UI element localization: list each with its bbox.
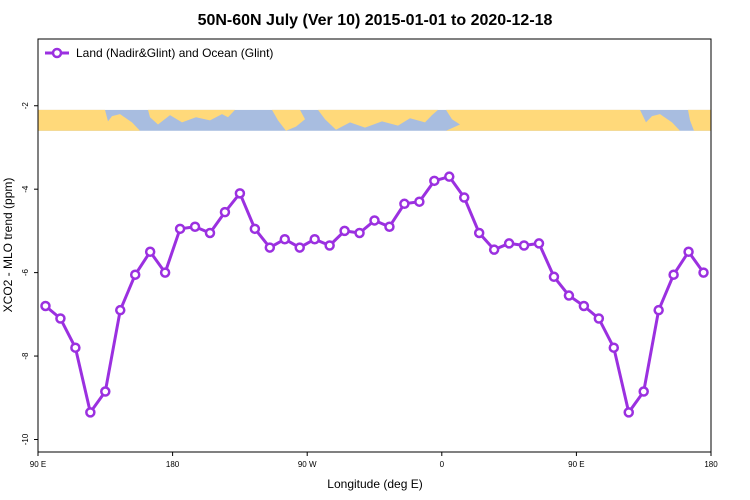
data-point xyxy=(294,242,305,253)
legend-label: Land (Nadir&Glint) and Ocean (Glint) xyxy=(76,46,273,60)
data-point xyxy=(354,227,365,239)
data-point xyxy=(100,386,111,397)
data-point xyxy=(115,304,126,316)
data-point xyxy=(279,233,291,245)
y-tick-label: -10 xyxy=(21,433,30,445)
data-point xyxy=(219,206,231,218)
x-axis-label: Longitude (deg E) xyxy=(327,477,422,491)
legend: Land (Nadir&Glint) and Ocean (Glint) xyxy=(45,46,273,60)
data-point xyxy=(204,227,216,239)
data-point xyxy=(384,221,395,232)
data-point xyxy=(578,300,590,312)
x-tick-label: 0 xyxy=(440,460,445,469)
y-axis: -10 -8 -6 -4 -2 xyxy=(21,102,38,445)
land-mass-5 xyxy=(688,109,711,131)
data-point xyxy=(369,215,380,226)
land-mass-1 xyxy=(148,109,235,125)
series-layer xyxy=(40,171,709,418)
x-tick-label: 90 E xyxy=(568,460,584,469)
data-point xyxy=(623,407,634,418)
data-point xyxy=(40,300,51,312)
x-tick-label: 90 W xyxy=(298,460,317,469)
data-point xyxy=(85,407,96,418)
data-point xyxy=(638,386,649,397)
data-point xyxy=(399,198,410,210)
data-point xyxy=(683,246,694,258)
data-point xyxy=(249,223,261,235)
x-tick-label: 90 E xyxy=(30,460,46,469)
data-point xyxy=(339,225,350,237)
y-tick-label: -6 xyxy=(21,269,30,277)
y-tick-label: -8 xyxy=(21,352,30,360)
data-point xyxy=(518,240,530,251)
data-point xyxy=(129,269,141,280)
data-point xyxy=(653,304,664,316)
data-point xyxy=(234,188,246,199)
map-land-masses xyxy=(38,109,711,131)
y-tick-label: -4 xyxy=(21,185,30,193)
land-mass-2 xyxy=(272,109,305,131)
legend-marker-swatch xyxy=(51,47,63,59)
data-point xyxy=(144,246,156,258)
data-point xyxy=(174,223,186,235)
data-point xyxy=(189,221,201,232)
data-point xyxy=(55,313,66,324)
data-point xyxy=(533,238,545,249)
land-mass-3 xyxy=(318,109,438,130)
chart-title: 50N-60N July (Ver 10) 2015-01-01 to 2020… xyxy=(198,12,553,29)
data-point xyxy=(698,267,709,278)
data-point xyxy=(414,196,425,207)
plot-frame xyxy=(37,38,712,453)
y-tick-label: -2 xyxy=(21,102,30,110)
x-tick-label: 180 xyxy=(166,460,180,469)
map-strip xyxy=(38,109,711,131)
series-line xyxy=(44,175,705,414)
y-axis-label: XCO2 - MLO trend (ppm) xyxy=(1,178,15,313)
x-axis: 90 E 180 90 W 0 90 E 180 xyxy=(30,452,718,469)
data-point xyxy=(608,342,620,353)
data-point xyxy=(264,242,276,253)
data-point xyxy=(324,240,335,251)
data-point xyxy=(458,192,470,203)
data-point xyxy=(70,342,81,353)
land-mass-0 xyxy=(38,109,140,131)
data-point xyxy=(429,175,440,187)
x-tick-label: 180 xyxy=(704,460,718,469)
data-point xyxy=(473,227,485,239)
data-point xyxy=(309,233,320,245)
data-point xyxy=(548,271,560,283)
data-point xyxy=(593,313,605,324)
data-point xyxy=(503,238,515,249)
land-mass-4 xyxy=(446,109,680,131)
data-point xyxy=(488,244,500,255)
data-point xyxy=(668,269,679,280)
data-point xyxy=(444,171,455,182)
data-point xyxy=(563,290,575,301)
data-point xyxy=(159,267,171,278)
